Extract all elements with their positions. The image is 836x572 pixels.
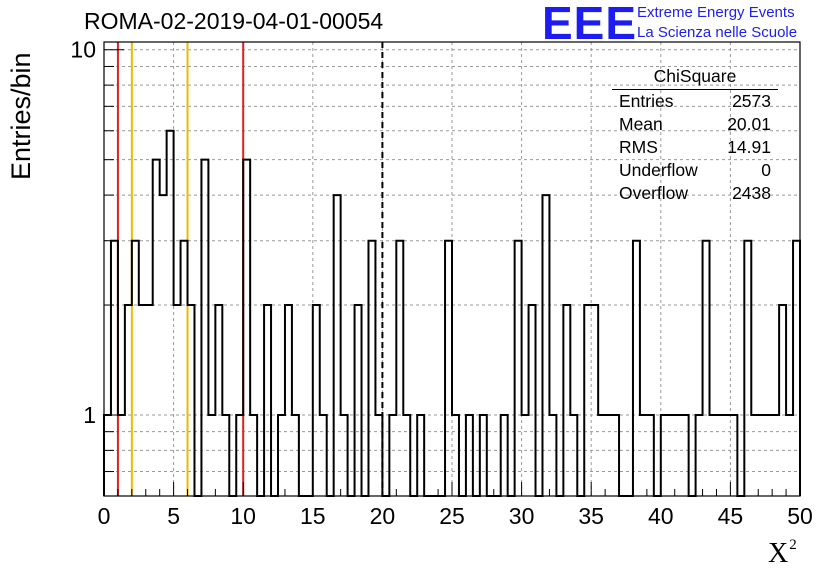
logo-line-2: La Scienza nelle Scuole — [637, 24, 798, 41]
stats-label: Mean — [619, 114, 663, 134]
x-tick-label: 25 — [439, 503, 465, 529]
y-tick-label: 10 — [70, 37, 96, 63]
stats-value: 0 — [761, 160, 771, 180]
x-axis-label-superscript: 2 — [789, 537, 797, 553]
x-tick-label: 15 — [300, 503, 326, 529]
stats-row-underflow: Underflow 0 — [611, 159, 779, 182]
y-axis-label: Entries/bin — [6, 52, 36, 180]
stats-value: 20.01 — [727, 114, 771, 134]
x-tick-label: 0 — [98, 503, 111, 529]
axis-ticks — [103, 49, 801, 497]
stats-title: ChiSquare — [612, 66, 778, 90]
stats-value: 2573 — [732, 91, 771, 111]
stats-value: 14.91 — [727, 137, 771, 157]
eee-logo: EEE — [542, 0, 638, 49]
stats-row-rms: RMS 14.91 — [611, 136, 779, 159]
x-tick-label: 45 — [718, 503, 744, 529]
x-tick-label: 40 — [648, 503, 674, 529]
tick-labels: 0 5 10 15 20 25 30 35 40 45 50 1 10 — [70, 37, 812, 529]
stats-row-entries: Entries 2573 — [611, 90, 779, 113]
x-tick-label: 5 — [167, 503, 180, 529]
logo-line-1: Extreme Energy Events — [637, 4, 795, 21]
stats-label: Entries — [619, 91, 674, 111]
x-tick-label: 50 — [787, 503, 813, 529]
x-tick-label: 35 — [578, 503, 604, 529]
y-tick-label: 1 — [83, 402, 96, 428]
stats-box: ChiSquare Entries 2573 Mean 20.01 RMS 14… — [611, 66, 779, 205]
stats-row-overflow: Overflow 2438 — [611, 182, 779, 205]
stats-label: Overflow — [619, 183, 689, 203]
chart-title: ROMA-02-2019-04-01-00054 — [84, 8, 384, 34]
x-axis-label-base: X — [768, 538, 789, 569]
stats-label: Underflow — [619, 160, 698, 180]
stats-value: 2438 — [732, 183, 771, 203]
x-axis-label: X2 — [768, 537, 797, 570]
x-tick-label: 30 — [509, 503, 535, 529]
x-tick-label: 20 — [370, 503, 396, 529]
stats-label: RMS — [619, 137, 658, 157]
stats-row-mean: Mean 20.01 — [611, 113, 779, 136]
x-tick-label: 10 — [230, 503, 256, 529]
